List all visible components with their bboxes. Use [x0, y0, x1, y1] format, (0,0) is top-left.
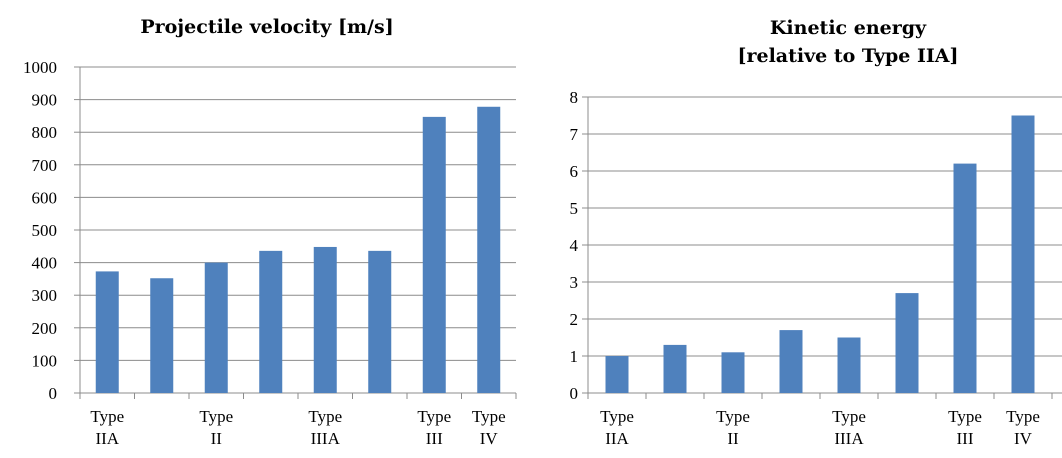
y-tick-label: 5 — [570, 199, 579, 218]
y-tick-label: 300 — [32, 286, 58, 305]
y-tick-label: 0 — [570, 384, 579, 403]
y-tick-label: 200 — [32, 319, 58, 338]
y-tick-label: 100 — [32, 351, 58, 370]
x-category-label: II — [211, 429, 223, 448]
bar-2 — [721, 352, 745, 393]
x-category-label: IV — [1014, 429, 1033, 448]
x-category-label: Type — [600, 407, 634, 426]
y-tick-label: 400 — [32, 254, 58, 273]
bar-7 — [477, 106, 501, 393]
bar-3 — [259, 250, 283, 393]
y-tick-label: 6 — [570, 162, 579, 181]
chart-title-line: Projectile velocity [m/s] — [140, 16, 393, 38]
y-tick-label: 4 — [570, 236, 579, 255]
kinetic-energy-chart: Kinetic energy [relative to Type IIA] 0 1 2 3… — [570, 17, 1062, 448]
bar-4 — [313, 246, 337, 393]
y-tick-label: 7 — [570, 125, 579, 144]
chart-title-line: Kinetic energy — [770, 17, 927, 39]
velocity-chart: Projectile velocity [m/s] 0 100 200 300 400 50… — [23, 16, 517, 448]
y-tick-label: 900 — [32, 91, 58, 110]
x-category-label: Type — [832, 407, 866, 426]
x-category-label: IV — [480, 429, 499, 448]
bar-1 — [150, 278, 174, 393]
y-tick-label: 600 — [32, 188, 58, 207]
y-tick-label: 0 — [49, 384, 58, 403]
x-category-label: Type — [716, 407, 750, 426]
bar-6 — [953, 163, 977, 393]
y-tick-label: 700 — [32, 156, 58, 175]
x-category-label: Type — [417, 407, 451, 426]
x-category-label: IIIA — [834, 429, 864, 448]
x-category-label: II — [727, 429, 739, 448]
x-category-label: Type — [308, 407, 342, 426]
bar-6 — [422, 116, 446, 394]
x-category-label: Type — [90, 407, 124, 426]
chart-title-line: [relative to Type IIA] — [737, 45, 958, 67]
y-tick-label: 800 — [32, 123, 58, 142]
x-category-label: Type — [948, 407, 982, 426]
y-tick-label: 8 — [570, 88, 579, 107]
bar-7 — [1011, 115, 1035, 393]
x-category-label: IIA — [605, 429, 629, 448]
bar-3 — [779, 330, 803, 393]
y-tick-label: 3 — [570, 273, 579, 292]
bar-5 — [368, 250, 392, 393]
bar-2 — [204, 262, 228, 393]
x-category-label: IIIA — [311, 429, 341, 448]
bar-4 — [837, 337, 861, 393]
bar-0 — [605, 356, 629, 393]
bar-0 — [95, 271, 119, 393]
x-category-label: Type — [472, 407, 506, 426]
bar-1 — [663, 344, 687, 393]
x-category-label: Type — [1006, 407, 1040, 426]
y-tick-label: 1000 — [23, 58, 57, 77]
y-tick-label: 2 — [570, 310, 579, 329]
bar-5 — [895, 293, 919, 393]
x-category-label: III — [426, 429, 443, 448]
x-category-label: Type — [199, 407, 233, 426]
x-category-label: IIA — [95, 429, 119, 448]
x-category-label: III — [957, 429, 974, 448]
y-tick-label: 500 — [32, 221, 58, 240]
y-tick-label: 1 — [570, 347, 579, 366]
